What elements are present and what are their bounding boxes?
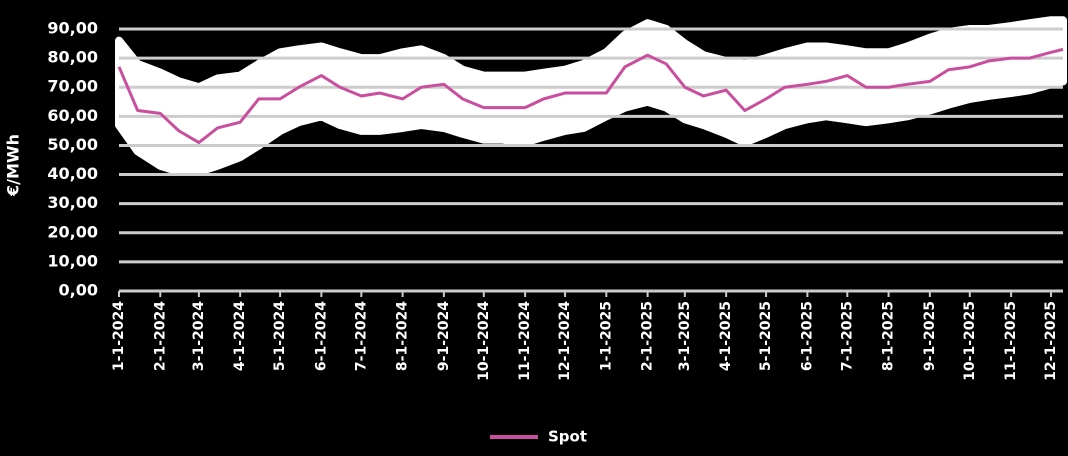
x-tick-label: 9-1-2024	[436, 301, 452, 371]
x-tick-label: 5-1-2025	[758, 301, 774, 371]
x-tick-label: 10-1-2025	[962, 301, 978, 381]
x-tick-label: 2-1-2024	[152, 301, 168, 371]
y-tick-label: 60,00	[47, 106, 98, 125]
x-tick-label: 8-1-2025	[881, 301, 897, 371]
y-tick-label: 0,00	[59, 281, 98, 300]
y-tick-label: 20,00	[47, 222, 98, 241]
legend-label: Spot	[548, 428, 587, 446]
y-axis-label: €/MWh	[4, 134, 23, 197]
x-tick-label: 7-1-2025	[839, 301, 855, 371]
x-tick-label: 7-1-2024	[353, 301, 369, 371]
x-tick-label: 12-1-2024	[557, 301, 573, 381]
x-tick-label: 6-1-2025	[799, 301, 815, 371]
x-tick-label: 5-1-2024	[272, 301, 288, 371]
y-tick-label: 10,00	[47, 251, 98, 270]
x-tick-label: 11-1-2024	[517, 301, 533, 381]
y-tick-label: 40,00	[47, 164, 98, 183]
x-tick-label: 3-1-2024	[191, 301, 207, 371]
y-tick-label: 90,00	[47, 19, 98, 38]
x-tick-label: 11-1-2025	[1003, 301, 1019, 381]
x-tick-label: 1-1-2025	[598, 301, 614, 371]
y-tick-label: 50,00	[47, 135, 98, 154]
x-tick-label: 8-1-2024	[395, 301, 411, 371]
y-tick-label: 70,00	[47, 77, 98, 96]
x-tick-label: 6-1-2024	[313, 301, 329, 371]
line	[117, 47, 1064, 145]
x-tick-label: 4-1-2025	[718, 301, 734, 371]
x-tick-label: 2-1-2025	[640, 301, 656, 371]
x-tick-label: 1-1-2024	[111, 301, 127, 371]
x-tick-label: 12-1-2025	[1043, 301, 1059, 381]
x-tick-label: 3-1-2025	[677, 301, 693, 371]
y-tick-label: 30,00	[47, 193, 98, 212]
x-tick-label: 10-1-2024	[476, 301, 492, 381]
band	[115, 16, 1067, 176]
x-tick-label: 4-1-2024	[232, 301, 248, 371]
x-tick-label: 9-1-2025	[922, 301, 938, 371]
y-tick-label: 80,00	[47, 48, 98, 67]
